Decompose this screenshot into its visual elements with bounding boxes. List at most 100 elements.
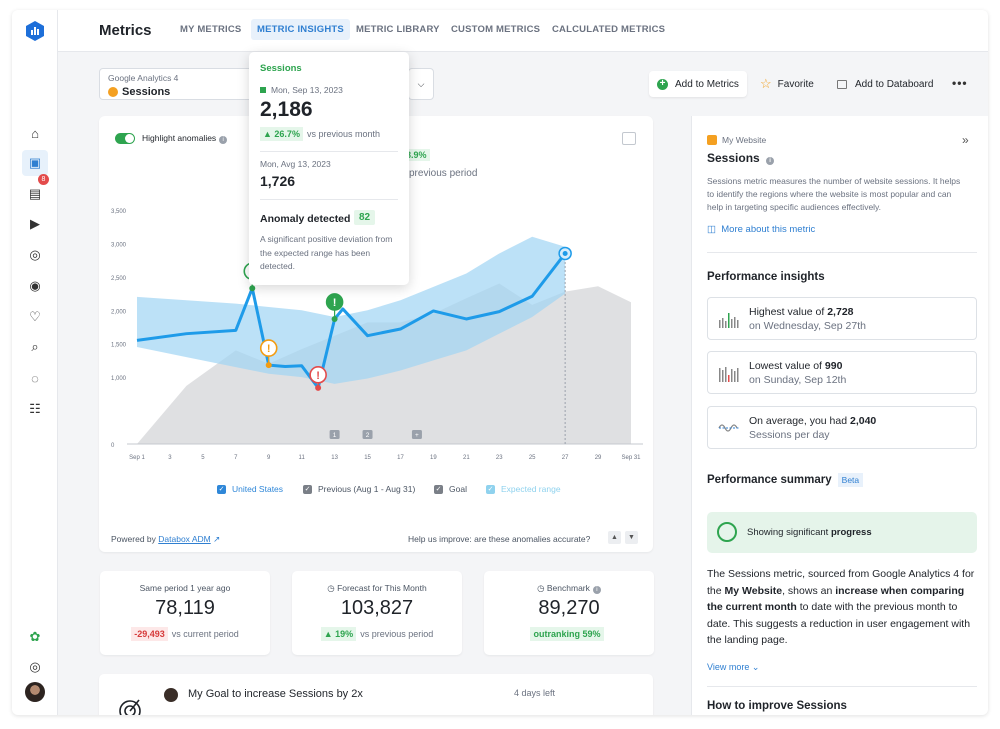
- panel-metric-title: Sessions i: [707, 151, 775, 165]
- collapse-panel-icon[interactable]: »: [962, 133, 969, 147]
- metrics-icon[interactable]: ▣: [22, 150, 48, 176]
- kpi-footer: -29,493 vs current period: [100, 627, 270, 641]
- left-nav-rail: ⌂ ▣ ▤ ▶ ◎ ◉ ♡ ⌕ ◌ ☷ ✿ ◎ 8: [12, 10, 58, 715]
- favorite-label: Favorite: [777, 78, 814, 90]
- kpi-benchmark: ◷ Benchmark i 89,270 outranking 59%: [484, 571, 654, 655]
- databoard-icon: [837, 79, 847, 89]
- how-to-improve-heading: How to improve Sessions: [707, 700, 847, 712]
- annotation-marker: [329, 430, 340, 439]
- databox-logo-icon[interactable]: [24, 20, 46, 42]
- alerts-icon[interactable]: ♡: [29, 309, 41, 324]
- x-tick-label: 23: [496, 455, 503, 461]
- anomaly-point: [249, 285, 256, 292]
- kpi-footer: ▲ 19% vs previous period: [292, 627, 462, 641]
- add-to-metrics-button[interactable]: + Add to Metrics: [649, 71, 747, 97]
- metric-selector[interactable]: Google Analytics 4 Sessions ⌵: [99, 68, 259, 100]
- annotation-marker-label: 2: [366, 432, 370, 439]
- thumbs-up-icon[interactable]: ▲: [608, 531, 621, 544]
- tab-metric-library[interactable]: METRIC LIBRARY: [356, 24, 440, 35]
- more-options-icon[interactable]: •••: [952, 76, 968, 90]
- expected-range-band: [137, 236, 566, 384]
- tab-custom-metrics[interactable]: CUSTOM METRICS: [451, 24, 541, 35]
- thumbs-down-icon[interactable]: ▼: [625, 531, 638, 544]
- video-icon[interactable]: ▶: [30, 216, 40, 231]
- datasets-icon[interactable]: ◎: [29, 247, 41, 262]
- legend-item-goal[interactable]: ✓ Goal: [434, 484, 467, 494]
- tab-metric-insights[interactable]: METRIC INSIGHTS: [251, 19, 350, 40]
- chart-card: Highlight anomalies i 8.9% previous perio…: [99, 116, 653, 552]
- google-analytics-icon: [707, 135, 717, 145]
- x-tick-label: 15: [364, 455, 371, 461]
- feedback-prompt: Help us improve: are these anomalies acc…: [408, 534, 591, 544]
- view-more-link[interactable]: View more ⌄: [707, 662, 760, 672]
- x-tick-label: 5: [201, 455, 205, 461]
- databoards-icon[interactable]: ▤: [28, 186, 42, 201]
- bar-chart-high-icon: [719, 313, 739, 328]
- kpi-value: 78,119: [155, 597, 215, 619]
- chart-type-icon[interactable]: [622, 132, 636, 145]
- summary-highlight: increase when comparing the current mont…: [707, 584, 965, 614]
- powered-by: Powered by Databox ADM ↗: [111, 534, 221, 544]
- anomaly-point: [315, 384, 322, 391]
- goal-card[interactable]: My Goal to increase Sessions by 2x 4 day…: [99, 674, 653, 715]
- summary-fragment: to date with the previous month to date.…: [707, 601, 971, 646]
- chevron-down-icon: ⌄: [751, 662, 760, 672]
- tooltip-current-date: Mon, Sep 13, 2023: [260, 85, 343, 95]
- x-tick-label: 11: [299, 455, 306, 461]
- progress-text: Showing significant progress: [747, 527, 872, 538]
- sessions-chart[interactable]: 0 1,000 1,500 2,000 2,500 3,000 3,500 Sep 1 3 5 7 9…: [99, 116, 653, 476]
- favorite-button[interactable]: ☆ Favorite: [760, 71, 814, 97]
- x-tick-label: 13: [331, 455, 338, 461]
- databox-adm-link[interactable]: Databox ADM: [158, 534, 211, 544]
- period-change-badge: 8.9%: [403, 149, 430, 161]
- app-window: ⌂ ▣ ▤ ▶ ◎ ◉ ♡ ⌕ ◌ ☷ ✿ ◎ 8 Metrics MY METRICS METRIC…: [12, 10, 988, 715]
- search-icon[interactable]: ⌕: [31, 339, 39, 354]
- series-swatch: [260, 87, 266, 93]
- legend-item-previous[interactable]: ✓ Previous (Aug 1 - Aug 31): [303, 484, 416, 494]
- divider: [707, 686, 977, 687]
- goals-icon[interactable]: ◉: [29, 278, 41, 293]
- kpi-value: 103,827: [340, 597, 414, 619]
- y-tick-label: 2,500: [111, 276, 127, 282]
- x-tick-label: 29: [595, 455, 602, 461]
- period-change-label: previous period: [409, 168, 478, 179]
- highlight-anomalies-toggle[interactable]: [115, 133, 135, 144]
- connections-icon[interactable]: ☷: [29, 401, 41, 416]
- home-icon[interactable]: ⌂: [31, 125, 39, 141]
- x-tick-label: 25: [529, 455, 536, 461]
- legend-item-united-states[interactable]: ✓ United States: [217, 484, 284, 494]
- tooltip-previous-value: 1,726: [260, 173, 296, 189]
- goal-days-left: 4 days left: [514, 688, 556, 698]
- kpi-forecast: ◷ Forecast for This Month 103,827 ▲ 19% v…: [292, 571, 462, 655]
- info-icon[interactable]: i: [766, 157, 775, 165]
- x-tick-label: 19: [430, 455, 437, 461]
- website-label: My Website: [707, 135, 766, 145]
- chevron-down-icon: ⌵: [417, 78, 425, 89]
- info-icon[interactable]: i: [219, 136, 228, 144]
- goal-title: My Goal to increase Sessions by 2x: [188, 688, 363, 700]
- tab-calculated-metrics[interactable]: CALCULATED METRICS: [552, 24, 666, 35]
- kpi-delta-badge: ▲ 19%: [320, 627, 357, 641]
- annotation-marker: [411, 430, 422, 439]
- tooltip-current-value: 2,186: [260, 98, 313, 121]
- performance-summary-heading: Performance summary Beta: [707, 473, 864, 487]
- more-about-metric-link[interactable]: ◫ More about this metric: [707, 224, 816, 235]
- annotation-marker: [362, 430, 373, 439]
- user-avatar[interactable]: [25, 682, 45, 702]
- book-icon: ◫: [707, 224, 716, 235]
- tooltip-metric: Sessions: [260, 63, 302, 74]
- star-icon: ☆: [760, 76, 772, 91]
- benchmarks-icon[interactable]: ◌: [31, 370, 39, 386]
- insight-text: On average, you had 2,040 Sessions per da…: [749, 415, 877, 441]
- insight-average: On average, you had 2,040 Sessions per da…: [707, 406, 977, 449]
- help-badge-icon[interactable]: ✿: [29, 629, 41, 644]
- date-range-dropdown[interactable]: ⌵: [408, 68, 434, 100]
- target-icon: [119, 699, 141, 715]
- tab-my-metrics[interactable]: MY METRICS: [180, 24, 242, 35]
- add-to-databoard-button[interactable]: Add to Databoard: [837, 71, 933, 97]
- tooltip-change-badge: ▲ 26.7%: [260, 127, 303, 141]
- performance-insights-heading: Performance insights: [707, 271, 825, 283]
- info-icon[interactable]: i: [592, 586, 601, 594]
- legend-item-expected-range[interactable]: ✓ Expected range: [486, 484, 561, 494]
- support-icon[interactable]: ◎: [29, 659, 41, 674]
